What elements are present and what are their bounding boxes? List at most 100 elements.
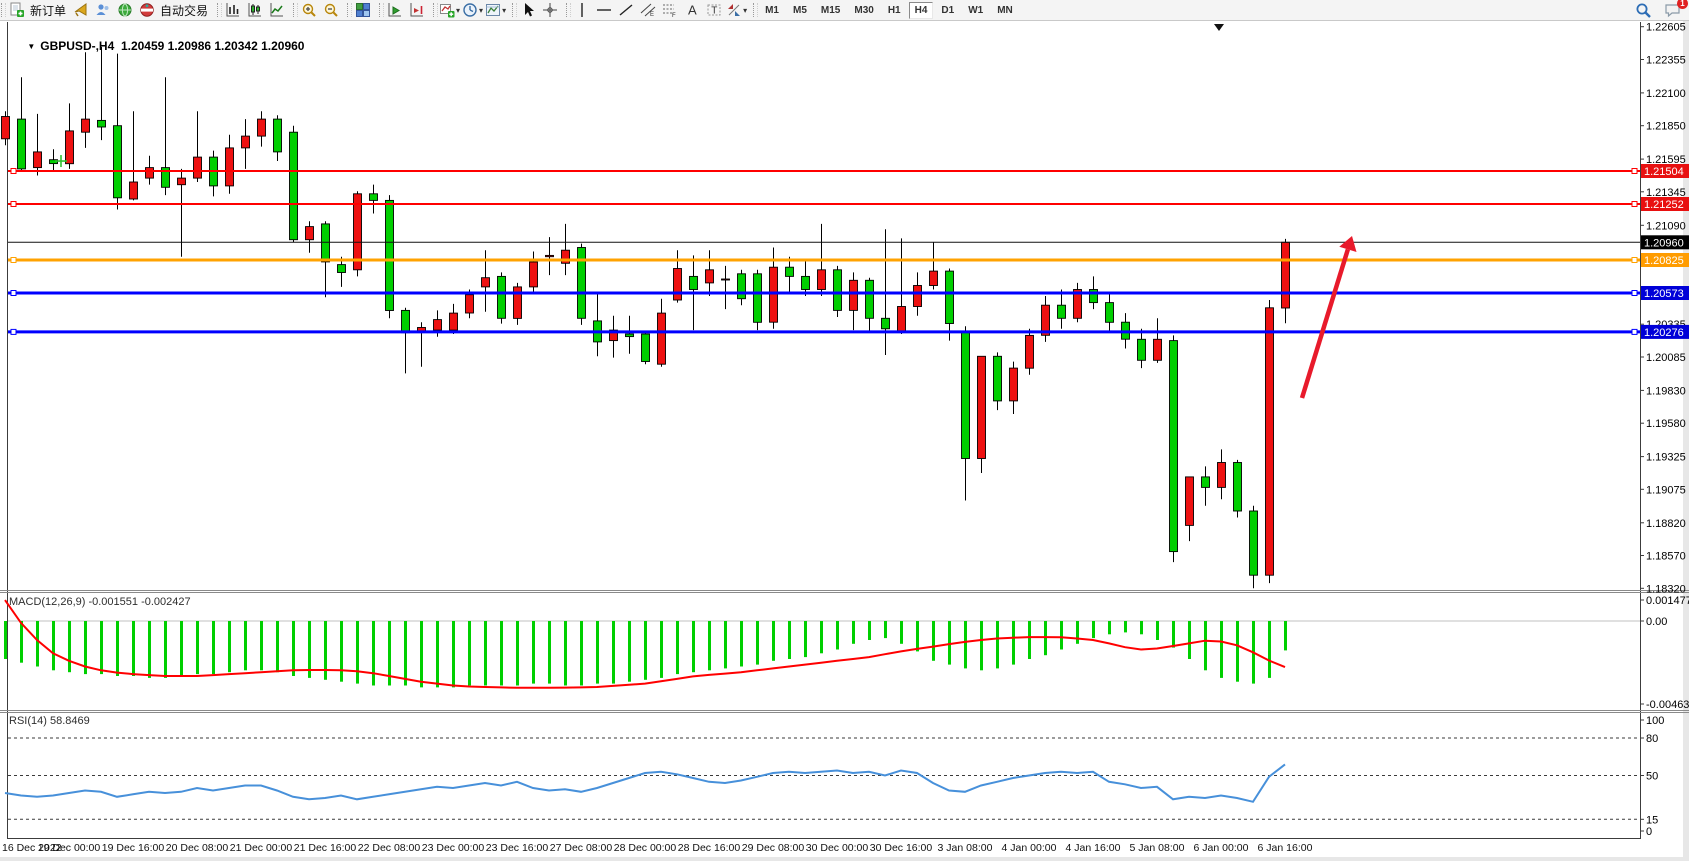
- candle[interactable]: [177, 177, 186, 186]
- candle[interactable]: [833, 269, 842, 311]
- candle[interactable]: [625, 333, 634, 338]
- candle[interactable]: [1137, 338, 1146, 361]
- horizontal-line-icon[interactable]: [594, 1, 614, 19]
- horizontal-line-1.20825[interactable]: [8, 257, 1640, 263]
- candle[interactable]: [401, 309, 410, 334]
- candle[interactable]: [17, 118, 26, 170]
- trend-arrow-annotation[interactable]: [1299, 236, 1357, 399]
- candle[interactable]: [961, 330, 970, 459]
- line-handle[interactable]: [10, 328, 17, 335]
- candle[interactable]: [1201, 476, 1210, 488]
- candle[interactable]: [305, 226, 314, 241]
- alerts-icon[interactable]: [71, 1, 91, 19]
- candle[interactable]: [1249, 510, 1258, 576]
- candle[interactable]: [81, 118, 90, 133]
- candle[interactable]: [913, 285, 922, 307]
- line-handle[interactable]: [1631, 328, 1638, 335]
- candle[interactable]: [1281, 241, 1290, 309]
- candle[interactable]: [1073, 289, 1082, 319]
- candle[interactable]: [849, 279, 858, 311]
- candle[interactable]: [129, 181, 138, 200]
- candle[interactable]: [353, 193, 362, 271]
- candle[interactable]: [753, 273, 762, 323]
- cursor-icon[interactable]: [518, 1, 538, 19]
- candle[interactable]: [1185, 476, 1194, 526]
- candle[interactable]: [321, 223, 330, 263]
- candle[interactable]: [1057, 304, 1066, 319]
- candle[interactable]: [1, 116, 10, 140]
- horizontal-line-1.20573[interactable]: [8, 290, 1640, 296]
- candle[interactable]: [257, 118, 266, 137]
- text-label-icon[interactable]: T: [704, 1, 724, 19]
- line-handle[interactable]: [1631, 201, 1638, 207]
- candle[interactable]: [1265, 307, 1274, 576]
- candle[interactable]: [1041, 304, 1050, 336]
- candle[interactable]: [33, 151, 42, 169]
- candle[interactable]: [529, 261, 538, 288]
- candle[interactable]: [161, 167, 170, 188]
- candle[interactable]: [577, 247, 586, 319]
- candle[interactable]: [689, 275, 698, 290]
- chart-canvas[interactable]: 1.22605 1.22355 1.22100 1.21850 1.21595 1.213…: [0, 21, 1689, 866]
- candle[interactable]: [721, 278, 730, 281]
- candle[interactable]: [513, 286, 522, 319]
- horizontal-line-1.21504[interactable]: [8, 168, 1640, 174]
- zoom-out-icon[interactable]: [321, 1, 341, 19]
- candle[interactable]: [801, 275, 810, 290]
- autotrading-icon[interactable]: [137, 1, 157, 19]
- chart-window[interactable]: ▼ GBPUSD-,H4 1.20459 1.20986 1.20342 1.20…: [0, 21, 1689, 861]
- candle[interactable]: [273, 118, 282, 153]
- vertical-line-icon[interactable]: [572, 1, 592, 19]
- horizontal-line-1.21252[interactable]: [8, 201, 1640, 207]
- arrows-icon[interactable]: ▾: [726, 1, 747, 19]
- candle[interactable]: [1217, 462, 1226, 488]
- periods-icon[interactable]: ▾: [462, 1, 483, 19]
- dropdown-caret-icon[interactable]: ▾: [502, 5, 507, 15]
- search-icon[interactable]: [1633, 1, 1653, 19]
- indicators-icon[interactable]: ▾: [439, 1, 460, 19]
- timeframe-button-m30[interactable]: M30: [854, 4, 874, 16]
- channel-icon[interactable]: E: [638, 1, 658, 19]
- candle[interactable]: [641, 333, 650, 362]
- autotrading-label[interactable]: 自动交易: [160, 3, 209, 18]
- candle[interactable]: [545, 254, 554, 258]
- line-handle[interactable]: [10, 168, 17, 174]
- candle[interactable]: [145, 167, 154, 179]
- candle[interactable]: [465, 294, 474, 314]
- new-order-icon[interactable]: [7, 1, 27, 19]
- candle[interactable]: [737, 273, 746, 300]
- candle[interactable]: [609, 329, 618, 342]
- timeframe-button-w1[interactable]: W1: [968, 4, 984, 16]
- new-order-label[interactable]: 新订单: [30, 3, 67, 18]
- candlestick-chart-icon[interactable]: [245, 1, 265, 19]
- candle[interactable]: [1089, 289, 1098, 304]
- dropdown-caret-icon[interactable]: ▾: [479, 5, 484, 15]
- auto-scroll-icon[interactable]: [385, 1, 405, 19]
- dropdown-caret-icon[interactable]: ▾: [456, 5, 461, 15]
- candle[interactable]: [497, 275, 506, 319]
- dropdown-caret-icon[interactable]: ▾: [743, 5, 748, 15]
- line-chart-icon[interactable]: [267, 1, 287, 19]
- candle[interactable]: [193, 156, 202, 179]
- shift-marker-icon[interactable]: [1214, 24, 1224, 31]
- candle[interactable]: [897, 306, 906, 332]
- candle[interactable]: [369, 193, 378, 201]
- line-handle[interactable]: [10, 201, 17, 207]
- candle[interactable]: [817, 269, 826, 290]
- fibonacci-icon[interactable]: F: [660, 1, 680, 19]
- macd-panel[interactable]: [4, 599, 1640, 689]
- candle[interactable]: [881, 317, 890, 330]
- candle[interactable]: [113, 125, 122, 199]
- trendline-icon[interactable]: [616, 1, 636, 19]
- horizontal-line-objects[interactable]: [8, 168, 1640, 335]
- timeframe-button-m15[interactable]: M15: [820, 4, 841, 16]
- candle[interactable]: [785, 266, 794, 277]
- horizontal-line-1.20276[interactable]: [8, 328, 1640, 335]
- timeframe-button-d1[interactable]: D1: [941, 4, 955, 16]
- market-icon[interactable]: [115, 1, 135, 19]
- bar-chart-icon[interactable]: [223, 1, 243, 19]
- candle[interactable]: [1025, 334, 1034, 369]
- candle[interactable]: [865, 279, 874, 319]
- candle[interactable]: [993, 355, 1002, 402]
